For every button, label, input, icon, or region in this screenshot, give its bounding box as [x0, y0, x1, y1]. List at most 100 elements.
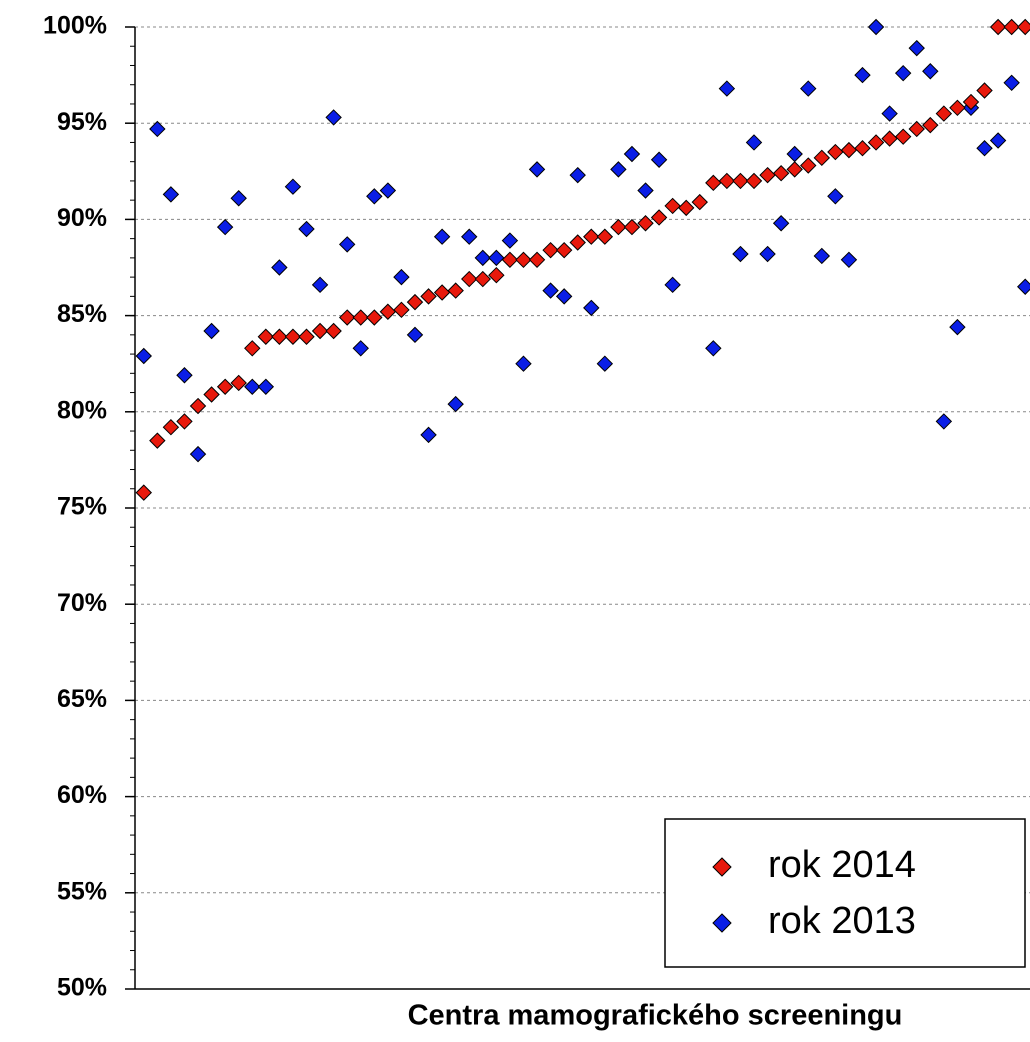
point	[922, 63, 939, 80]
point	[244, 378, 261, 395]
point	[800, 157, 817, 174]
point	[786, 161, 803, 178]
point	[962, 93, 980, 111]
y-tick-label: 100%	[43, 12, 107, 40]
legend-marker	[712, 913, 732, 933]
point	[854, 66, 871, 84]
point	[542, 241, 559, 259]
point	[176, 413, 193, 430]
y-tick-label: 80%	[57, 396, 107, 424]
point	[596, 355, 614, 372]
point	[596, 228, 614, 245]
x-axis-label: Centra mamografického screeningu	[408, 1000, 903, 1032]
point	[298, 328, 315, 345]
point	[1017, 18, 1030, 36]
legend-label: rok 2014	[768, 844, 916, 886]
point	[284, 328, 302, 345]
point	[840, 141, 858, 159]
point	[677, 199, 695, 217]
point	[501, 232, 519, 249]
point	[922, 116, 939, 134]
point	[149, 432, 166, 449]
point	[433, 228, 451, 245]
point	[813, 247, 831, 265]
legend-label: rok 2013	[768, 900, 916, 942]
point	[325, 322, 342, 340]
point	[149, 120, 166, 138]
point	[813, 149, 831, 167]
point	[284, 178, 302, 195]
point	[854, 140, 871, 157]
point	[949, 99, 966, 117]
point	[1003, 18, 1020, 36]
point	[1017, 278, 1030, 295]
point	[515, 355, 532, 372]
y-tick-label: 60%	[57, 781, 107, 809]
point	[488, 249, 505, 267]
point	[366, 188, 383, 205]
point	[474, 249, 492, 267]
point	[379, 303, 397, 320]
point	[393, 301, 410, 319]
point	[664, 276, 681, 294]
point	[542, 282, 559, 299]
point	[433, 284, 451, 301]
point	[949, 318, 966, 336]
y-tick-label: 85%	[57, 300, 107, 328]
point	[162, 186, 180, 203]
point	[650, 209, 668, 226]
point	[610, 218, 627, 236]
point	[135, 347, 152, 365]
point	[908, 120, 925, 138]
legend-marker	[712, 857, 732, 877]
point	[271, 328, 288, 345]
point	[420, 288, 437, 305]
point	[881, 105, 898, 122]
point	[867, 134, 885, 151]
point	[786, 145, 803, 163]
legend-box	[664, 818, 1026, 968]
point	[691, 193, 708, 211]
point	[338, 236, 356, 253]
y-tick-label: 90%	[57, 204, 107, 232]
point	[515, 251, 532, 269]
point	[352, 309, 369, 326]
y-tick-label: 65%	[57, 685, 107, 713]
point	[989, 132, 1007, 149]
point	[718, 80, 736, 97]
point	[461, 270, 478, 288]
point	[257, 328, 275, 345]
point	[474, 270, 492, 288]
point	[935, 105, 953, 122]
point	[867, 18, 885, 36]
y-tick-label: 50%	[57, 974, 107, 1002]
point	[894, 64, 912, 82]
point	[637, 182, 654, 199]
point	[705, 340, 722, 357]
point	[366, 309, 383, 326]
point	[135, 484, 152, 501]
point	[311, 322, 329, 340]
point	[840, 251, 858, 269]
point	[623, 145, 641, 163]
point	[637, 215, 654, 232]
point	[827, 143, 844, 161]
point	[623, 218, 641, 236]
point	[406, 326, 424, 344]
point	[325, 109, 342, 126]
point	[488, 266, 505, 284]
y-tick-label: 55%	[57, 877, 107, 905]
y-tick-label: 70%	[57, 589, 107, 617]
point	[745, 172, 763, 190]
point	[935, 413, 953, 430]
point	[989, 18, 1007, 36]
point	[800, 80, 817, 97]
point	[555, 288, 573, 305]
point	[610, 161, 627, 178]
point	[705, 174, 722, 192]
point	[311, 276, 329, 294]
point	[759, 166, 776, 184]
point	[379, 182, 397, 199]
point	[162, 418, 180, 436]
